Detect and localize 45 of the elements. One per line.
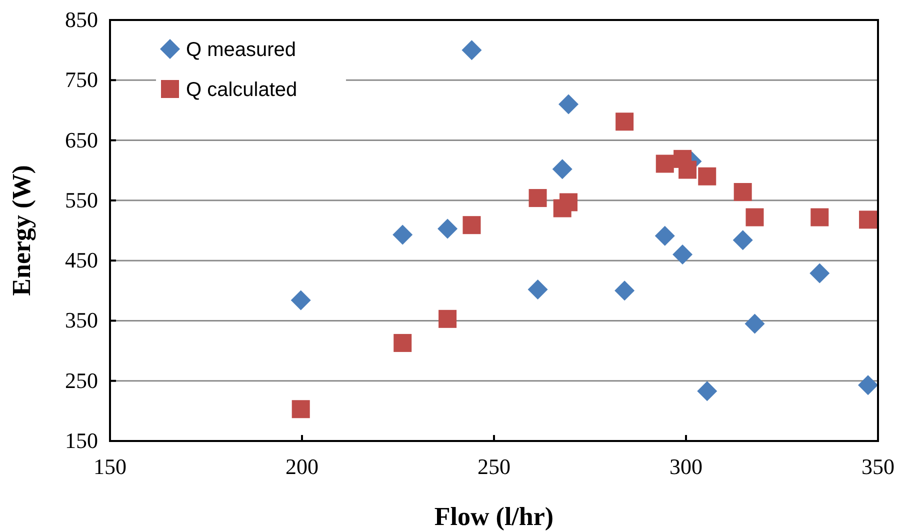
legend-label: Q calculated bbox=[186, 79, 298, 101]
point bbox=[678, 160, 697, 179]
point bbox=[462, 216, 481, 234]
x-tick-label: 250 bbox=[478, 454, 510, 479]
point bbox=[462, 40, 482, 60]
y-axis-title: Energy (W) bbox=[7, 165, 36, 296]
point bbox=[810, 263, 830, 284]
point bbox=[438, 218, 458, 239]
point bbox=[528, 189, 547, 208]
point bbox=[697, 381, 718, 402]
point bbox=[746, 208, 764, 226]
point bbox=[672, 244, 693, 265]
x-tick-label: 350 bbox=[862, 454, 894, 479]
point bbox=[614, 280, 635, 301]
point bbox=[656, 154, 674, 173]
y-tick-label: 450 bbox=[65, 248, 98, 273]
x-tick-label: 300 bbox=[670, 454, 702, 479]
point bbox=[290, 290, 311, 310]
point bbox=[698, 167, 716, 186]
y-tick-label: 350 bbox=[65, 308, 98, 333]
point bbox=[438, 310, 457, 328]
legend-label: Q measured bbox=[186, 39, 296, 61]
point bbox=[732, 230, 753, 250]
y-tick-label: 550 bbox=[65, 187, 98, 212]
point bbox=[292, 400, 310, 418]
point bbox=[616, 112, 634, 131]
point bbox=[528, 279, 548, 300]
point bbox=[392, 224, 413, 245]
point bbox=[734, 183, 752, 202]
y-tick-label: 150 bbox=[65, 428, 98, 453]
x-tick-label: 200 bbox=[286, 454, 318, 479]
point bbox=[552, 159, 572, 180]
point bbox=[858, 375, 878, 396]
point bbox=[558, 94, 578, 114]
y-tick-label: 250 bbox=[65, 368, 98, 393]
x-axis-title: Flow (l/hr) bbox=[434, 502, 554, 531]
point bbox=[859, 210, 878, 229]
y-tick-label: 850 bbox=[65, 7, 98, 32]
y-tick-label: 650 bbox=[65, 127, 98, 152]
point bbox=[810, 208, 829, 226]
point bbox=[744, 314, 765, 334]
point bbox=[654, 226, 675, 246]
point bbox=[394, 334, 412, 352]
x-tick-label: 150 bbox=[94, 454, 126, 479]
y-tick-label: 750 bbox=[65, 67, 98, 92]
